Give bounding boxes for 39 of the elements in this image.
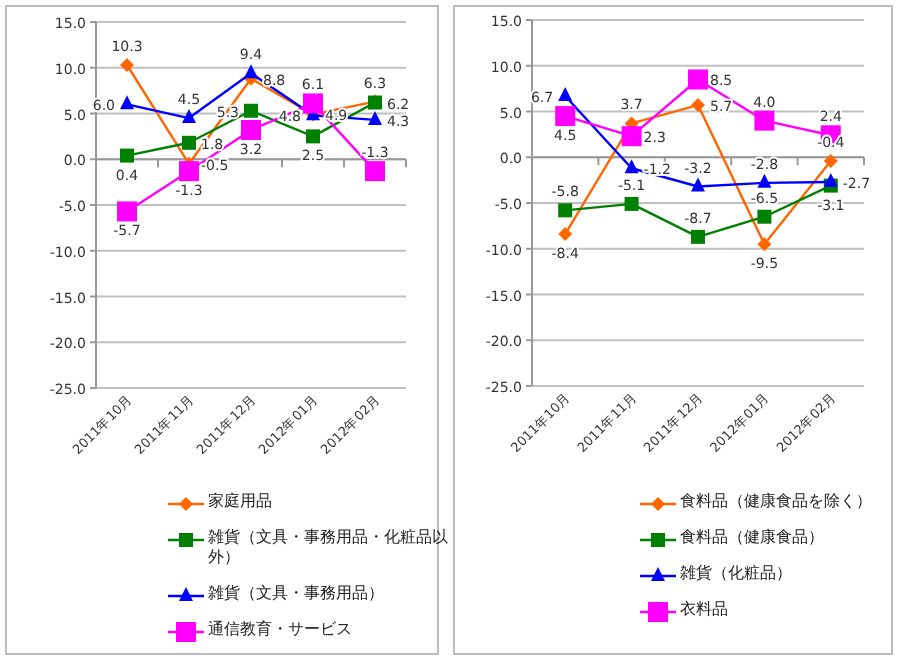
point	[120, 148, 134, 163]
point	[182, 109, 196, 124]
legend-label: 雑貨（文具・事務用品）	[208, 584, 384, 602]
point	[757, 237, 772, 252]
point	[621, 126, 642, 147]
point	[117, 201, 137, 222]
legend-label: 家庭用品	[208, 492, 272, 510]
point	[691, 229, 705, 244]
point	[241, 119, 261, 140]
point	[558, 227, 573, 242]
point	[691, 177, 705, 192]
point	[303, 93, 323, 114]
point	[555, 106, 576, 127]
point	[688, 69, 708, 90]
point	[558, 86, 573, 101]
point	[757, 209, 772, 224]
point	[120, 95, 134, 110]
point	[306, 129, 320, 144]
point	[368, 110, 382, 125]
point	[624, 159, 639, 174]
point	[757, 173, 772, 188]
point	[691, 98, 705, 113]
legend-label: 雑貨（化粧品）	[680, 564, 792, 582]
point	[244, 103, 258, 118]
point	[182, 135, 196, 150]
legend-label: 衣料品	[680, 600, 728, 618]
legend-label: 食料品（健康食品）	[680, 528, 824, 546]
point	[179, 161, 199, 182]
point	[754, 110, 775, 131]
point	[120, 58, 134, 73]
point	[558, 203, 573, 218]
point	[244, 64, 258, 79]
point	[365, 161, 385, 182]
legend-label: 通信教育・サービス	[208, 620, 352, 638]
point	[624, 196, 639, 211]
legend-label: 雑貨（文具・事務用品・化粧品以外）	[208, 528, 448, 566]
point	[823, 153, 838, 168]
legend-label: 食料品（健康食品を除く）	[680, 492, 872, 510]
point	[823, 172, 838, 187]
